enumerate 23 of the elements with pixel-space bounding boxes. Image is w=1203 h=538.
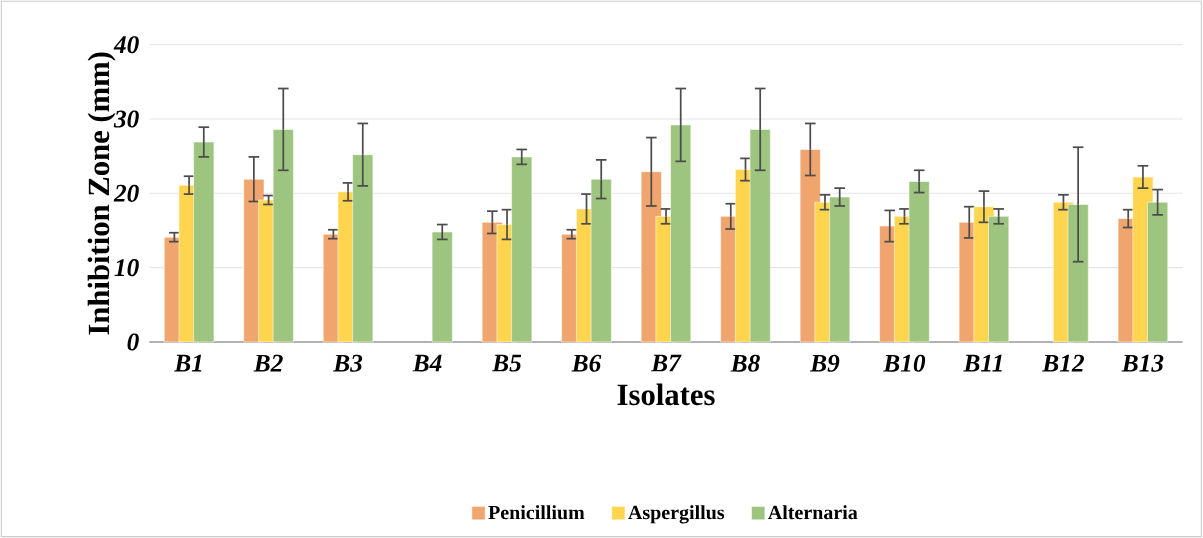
x-tick-label: B5 bbox=[492, 354, 522, 372]
bar bbox=[431, 231, 453, 343]
x-tick-label: B1 bbox=[174, 354, 202, 372]
legend-label: Penicillium bbox=[488, 505, 585, 520]
x-tick-label: B13 bbox=[1121, 354, 1164, 372]
x-tick-label: B8 bbox=[730, 354, 760, 372]
x-tick-label: B12 bbox=[1042, 354, 1084, 372]
y-tick-label: 0 bbox=[127, 333, 139, 351]
y-tick-label: 10 bbox=[114, 259, 139, 277]
x-tick-label: B10 bbox=[883, 354, 926, 372]
x-axis-title: Isolates bbox=[617, 383, 715, 406]
x-tick-label: B6 bbox=[571, 354, 602, 372]
x-tick-label: B3 bbox=[333, 354, 363, 372]
x-tick-label: B9 bbox=[809, 354, 840, 372]
legend-label: Alternaria bbox=[768, 505, 858, 520]
x-tick-label: B4 bbox=[412, 354, 442, 372]
x-tick-label: B2 bbox=[253, 354, 283, 372]
x-tick-label: B7 bbox=[650, 354, 682, 372]
x-tick-label: B11 bbox=[963, 354, 1002, 372]
y-tick-label: 40 bbox=[113, 36, 139, 54]
y-tick-label: 20 bbox=[113, 184, 139, 202]
legend-label: Aspergillus bbox=[628, 505, 725, 524]
y-tick-label: 30 bbox=[113, 110, 139, 128]
